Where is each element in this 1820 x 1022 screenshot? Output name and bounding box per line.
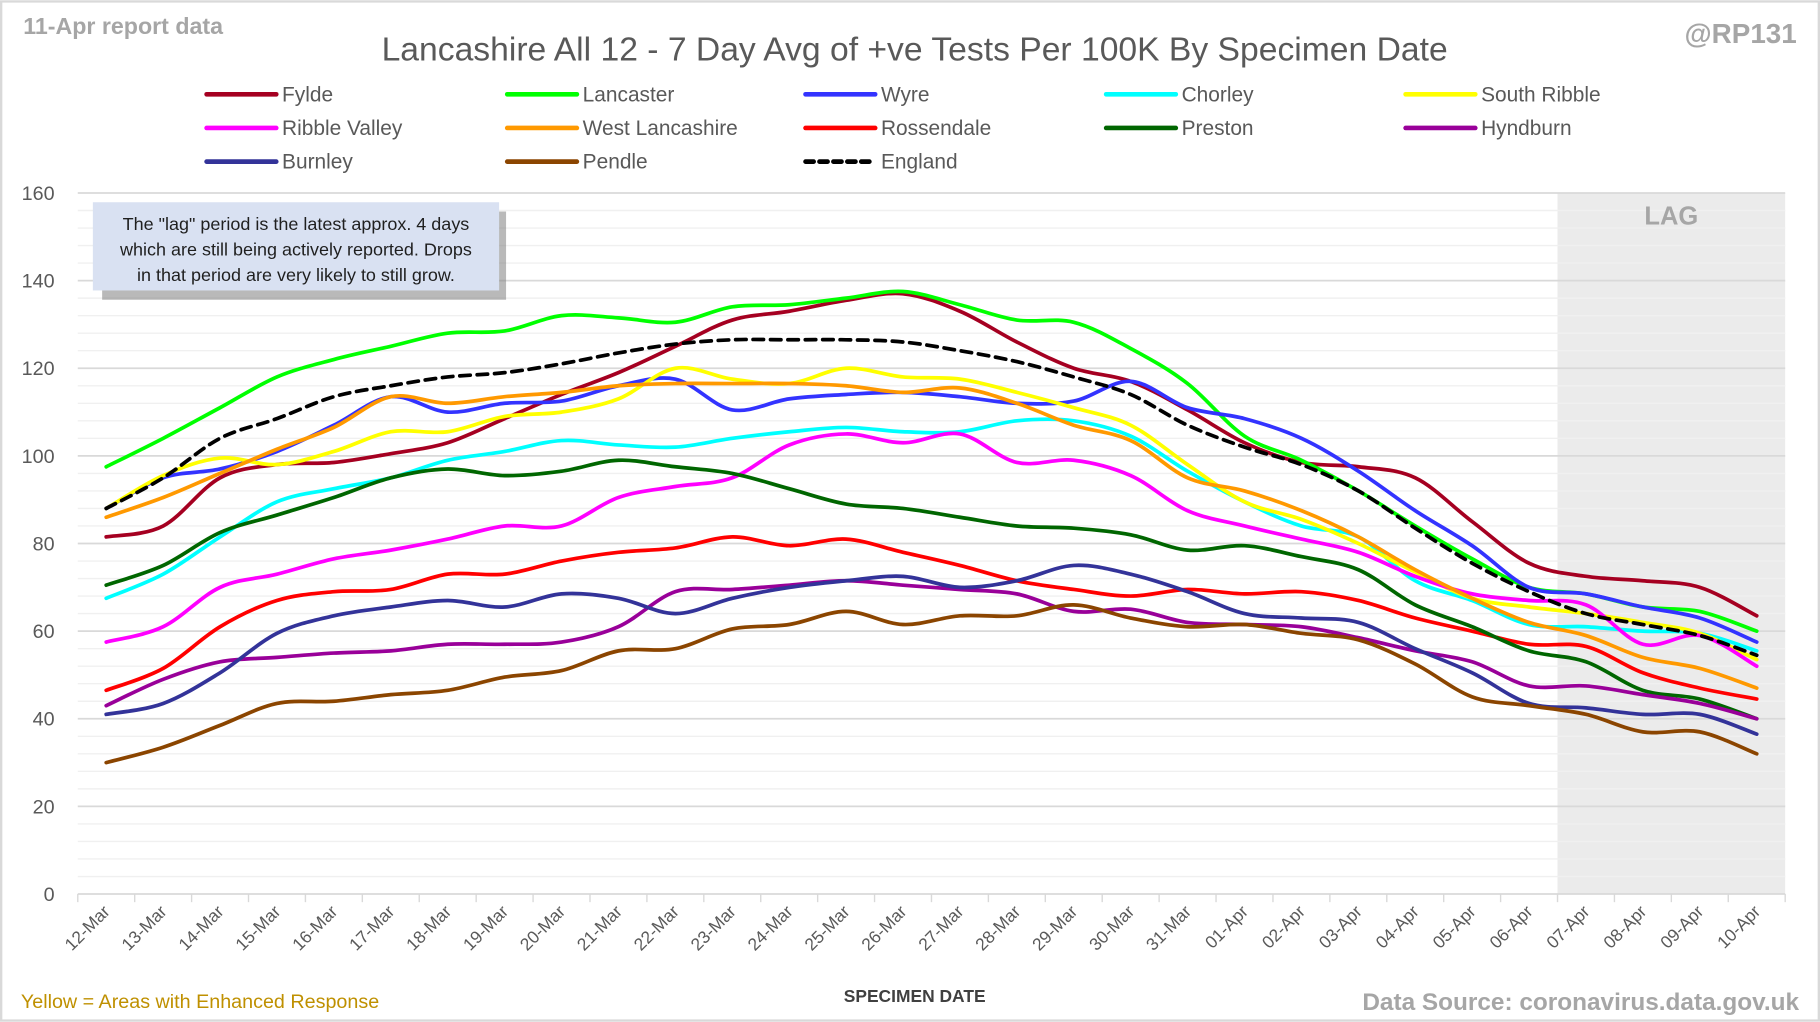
author-handle: @RP131 [1684,18,1796,49]
line-hyndburn [104,578,1759,721]
chart-title: Lancashire All 12 - 7 Day Avg of +ve Tes… [382,32,1448,69]
y-tick-label: 80 [33,533,55,555]
legend-item-pendle: Pendle [504,151,648,174]
legend-label: Lancaster [583,83,675,106]
legend-label: England [881,151,958,174]
legend: Fylde Lancaster Wyre Chorley South Ribble Rib… [204,83,1601,174]
legend-label: Fylde [282,83,333,106]
legend-item-chorley: Chorley [1103,83,1254,106]
x-axis-title: SPECIMEN DATE [844,986,986,1006]
series-preston [104,458,1759,721]
line-england [104,337,1759,658]
legend-item-wyre: Wyre [803,83,930,106]
legend-item-burnley: Burnley [204,151,353,174]
line-preston [104,458,1759,721]
lag-annotation-box: The "lag" period is the latest approx. 4… [92,202,507,300]
y-tick-label: 100 [22,446,55,468]
legend-item-england: England [803,151,958,174]
legend-item-west-lancashire: West Lancashire [504,117,738,140]
series-burnley [104,563,1759,736]
annotation-box [92,202,500,291]
series-lancaster [104,289,1759,633]
legend-label: Chorley [1182,83,1254,106]
legend-item-ribble-valley: Ribble Valley [204,117,403,140]
legend-label: Hyndburn [1481,117,1572,140]
y-axis: 0 20 40 60 80 100 120 140 160 [22,183,55,906]
legend-label: Rossendale [881,117,991,140]
legend-label: West Lancashire [583,117,738,140]
annotation-line-2: which are still being actively reported.… [119,240,472,260]
y-tick-label: 40 [33,709,55,731]
line-west-lancashire [104,381,1759,690]
annotation-line-1: The "lag" period is the latest approx. 4… [123,214,470,234]
line-lancaster [104,289,1759,633]
series-pendle [104,603,1759,765]
data-source-note: Data Source: coronavirus.data.gov.uk [1362,989,1799,1016]
line-ribble-valley [104,431,1759,669]
series-england [104,337,1759,658]
legend-item-south-ribble: South Ribble [1403,83,1601,106]
series-lines [104,289,1759,765]
legend-item-hyndburn: Hyndburn [1403,117,1572,140]
legend-label: Pendle [583,151,648,174]
y-tick-label: 120 [22,358,55,380]
legend-label: Preston [1182,117,1254,140]
enhanced-response-note: Yellow = Areas with Enhanced Response [21,991,379,1013]
y-tick-label: 20 [33,796,55,818]
legend-item-preston: Preston [1103,117,1254,140]
line-burnley [104,563,1759,736]
line-fylde [104,291,1759,618]
legend-item-fylde: Fylde [204,83,333,106]
y-tick-label: 160 [22,183,55,205]
legend-label: Burnley [282,151,353,174]
line-rossendale [104,535,1759,701]
gridlines [77,192,1786,878]
report-date-note: 11-Apr report data [23,13,224,39]
y-tick-label: 0 [44,884,55,906]
legend-label: Wyre [881,83,930,106]
series-hyndburn [104,578,1759,721]
annotation-line-3: in that period are very likely to still … [137,265,455,285]
lag-label: LAG [1644,202,1698,230]
legend-label: South Ribble [1481,83,1601,106]
y-tick-label: 140 [22,271,55,293]
legend-label: Ribble Valley [282,117,403,140]
legend-item-lancaster: Lancaster [504,83,675,106]
line-pendle [104,603,1759,765]
y-tick-label: 60 [33,621,55,643]
legend-item-rossendale: Rossendale [803,117,991,140]
series-west-lancashire [104,381,1759,690]
